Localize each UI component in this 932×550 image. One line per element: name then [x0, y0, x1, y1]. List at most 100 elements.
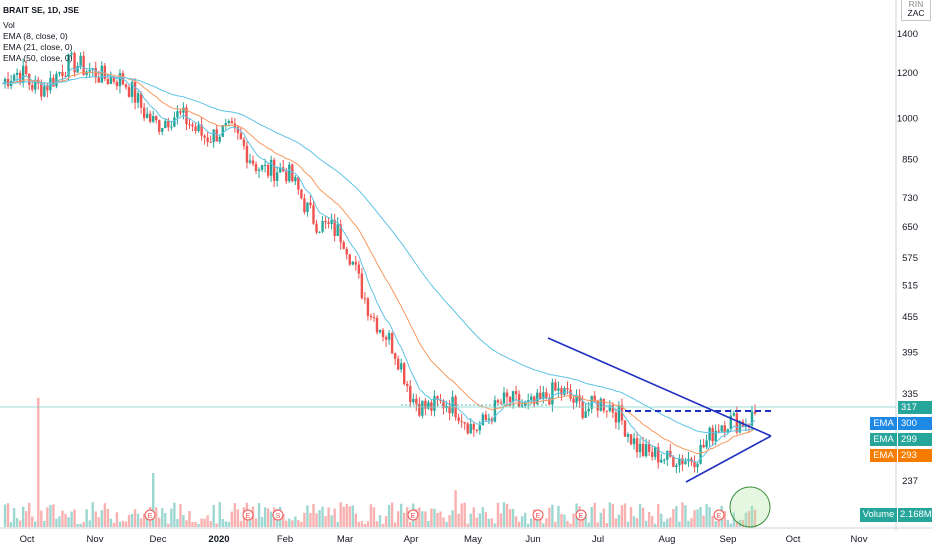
volume-bar	[197, 523, 200, 527]
candle-body	[321, 220, 324, 232]
volume-bar	[548, 507, 551, 527]
candle-body	[6, 78, 10, 87]
currency-unit-box[interactable]: RIN ZAC	[901, 0, 931, 21]
candle-body	[3, 78, 7, 84]
event-marker[interactable]	[242, 509, 254, 521]
event-marker[interactable]	[532, 509, 544, 521]
volume-bar	[97, 517, 100, 527]
volume-bar	[554, 521, 557, 527]
candle-body	[142, 107, 146, 118]
candle-body	[726, 429, 729, 432]
candle-body	[502, 392, 506, 404]
volume-bar	[590, 507, 593, 527]
candle-body	[330, 220, 333, 224]
candle-body	[393, 353, 397, 359]
volume-bar	[726, 520, 729, 527]
candle-body	[472, 424, 475, 430]
volume-bar	[152, 472, 155, 527]
event-marker[interactable]	[272, 509, 284, 521]
candle-body	[638, 443, 642, 453]
ema21-tag: EMA	[870, 433, 897, 446]
lower-trendline[interactable]	[685, 435, 772, 483]
volume-bar	[729, 523, 733, 527]
candle-body	[572, 398, 575, 403]
candle-body	[282, 167, 285, 172]
volume-bar	[294, 516, 297, 527]
price-tick-label: 1200	[897, 68, 918, 79]
event-marker[interactable]	[713, 509, 725, 521]
ema50-line	[1, 75, 756, 434]
volume-bar	[133, 509, 137, 527]
volume-bar	[233, 503, 237, 527]
volume-bar	[176, 518, 179, 527]
legend-ema50[interactable]: EMA (50, close, 0)	[3, 53, 73, 63]
event-marker[interactable]	[407, 509, 419, 521]
candle-body	[415, 398, 418, 404]
candle-body	[526, 400, 530, 402]
volume-bar	[687, 520, 690, 527]
candle-body	[596, 401, 599, 411]
volume-bars	[3, 397, 757, 527]
volume-bar	[221, 519, 224, 527]
volume-bar	[94, 511, 97, 527]
volume-bar	[239, 521, 243, 527]
volume-bar	[454, 490, 457, 527]
price-tick-label: 237	[902, 476, 918, 487]
upper-trendline[interactable]	[547, 337, 772, 437]
volume-bar	[478, 513, 482, 527]
symbol-title: BRAIT SE, 1D, JSE	[3, 5, 80, 15]
volume-bar	[321, 506, 324, 527]
event-marker[interactable]	[575, 509, 587, 521]
candle-body	[469, 424, 472, 434]
volume-bar	[67, 517, 70, 527]
volume-bar	[584, 513, 587, 527]
candle-body	[263, 164, 267, 166]
legend-ema21[interactable]: EMA (21, close, 0)	[3, 42, 73, 52]
volume-bar	[303, 512, 306, 527]
volume-bar	[672, 509, 675, 527]
volume-bar	[230, 511, 234, 527]
volume-bar	[324, 516, 327, 527]
candle-body	[451, 396, 454, 414]
candle-body	[257, 169, 261, 171]
candle-body	[632, 438, 636, 445]
volume-bar	[514, 516, 518, 527]
price-tick-label: 515	[902, 281, 918, 292]
candle-body	[505, 392, 509, 397]
volume-bar	[406, 507, 409, 527]
candle-body	[696, 463, 699, 468]
volume-bar	[215, 523, 218, 527]
candle-body	[70, 53, 73, 55]
volume-bar	[675, 506, 678, 527]
candle-body	[28, 74, 31, 85]
candle-body	[248, 160, 252, 163]
volume-bar	[357, 521, 361, 527]
candle-body	[403, 363, 406, 385]
candle-body	[717, 430, 720, 432]
volume-bar	[502, 502, 506, 527]
event-marker[interactable]	[144, 509, 156, 521]
candle-body	[15, 72, 19, 75]
volume-bar	[430, 508, 433, 527]
candle-body	[720, 425, 723, 432]
candle-body	[605, 410, 609, 412]
volume-bar	[390, 502, 394, 527]
candle-body	[339, 224, 342, 243]
legend-vol[interactable]: Vol	[3, 20, 15, 30]
volume-bar	[614, 518, 618, 527]
price-tick-label: 575	[902, 253, 918, 264]
volume-bar	[145, 513, 149, 527]
volume-bar	[663, 521, 666, 527]
volume-bar	[282, 513, 285, 527]
candle-body	[148, 113, 152, 122]
last-price-badge: 317	[898, 401, 932, 414]
volume-bar	[61, 510, 64, 527]
candle-body	[345, 248, 348, 255]
candle-body	[97, 77, 100, 83]
candle-body	[176, 111, 179, 118]
legend-ema8[interactable]: EMA (8, close, 0)	[3, 31, 68, 41]
volume-highlight-circle[interactable]	[729, 486, 771, 528]
volume-bar	[24, 511, 28, 527]
